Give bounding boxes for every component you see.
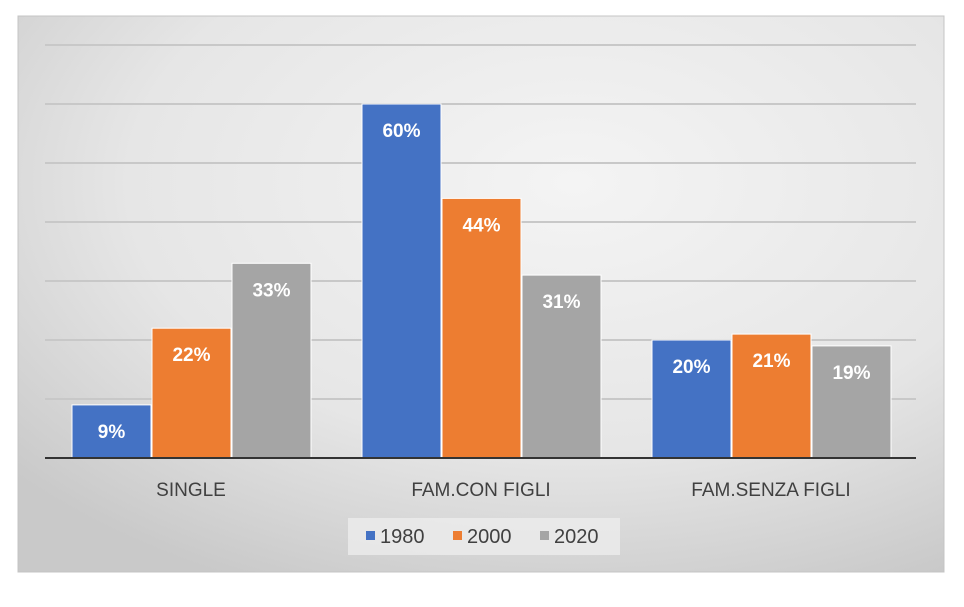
data-label: 20% (672, 357, 710, 378)
bars (71, 103, 892, 459)
data-label: 21% (752, 351, 790, 372)
data-label: 60% (382, 121, 420, 142)
bar-1980 (651, 339, 732, 459)
category-label: FAM.CON FIGLI (411, 480, 550, 501)
bar-2000 (731, 333, 812, 459)
legend-swatch (453, 531, 462, 540)
data-label: 9% (98, 422, 126, 443)
bar-1980 (361, 103, 442, 459)
bar-1980 (71, 404, 152, 459)
data-labels: 9% 22% 33% 60% 44% 31% 20% 21% 19% (98, 121, 871, 443)
category-label: SINGLE (156, 480, 226, 501)
category-labels: SINGLE FAM.CON FIGLI FAM.SENZA FIGLI (156, 480, 851, 501)
data-label: 19% (832, 363, 870, 384)
bar-2020 (231, 262, 312, 459)
legend-label: 2020 (554, 526, 599, 548)
bar-2020 (521, 274, 602, 459)
legend-swatch (366, 531, 375, 540)
legend (348, 518, 620, 555)
data-label: 33% (252, 280, 290, 301)
bar-2000 (151, 327, 232, 459)
legend-items: 1980 2000 2020 (366, 526, 599, 548)
legend-label: 1980 (380, 526, 425, 548)
legend-label: 2000 (467, 526, 512, 548)
legend-swatch (540, 531, 549, 540)
bar-2020 (811, 345, 892, 459)
data-label: 22% (172, 345, 210, 366)
data-label: 31% (542, 292, 580, 313)
bar-2000 (441, 197, 522, 459)
data-label: 44% (462, 215, 500, 236)
category-label: FAM.SENZA FIGLI (691, 480, 850, 501)
